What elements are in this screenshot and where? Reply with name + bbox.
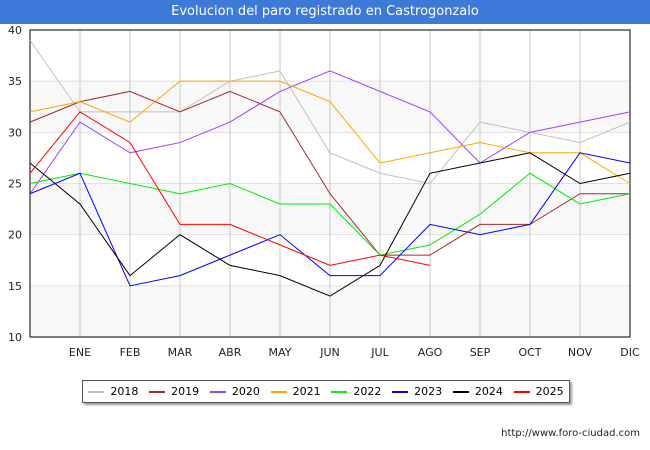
x-tick-label: ABR [219,346,242,359]
x-tick-label: NOV [568,346,593,359]
x-tick-label: AGO [418,346,443,359]
x-tick-label: ENE [69,346,91,359]
legend-swatch [270,390,287,393]
legend: 2018 2019 2020 2021 2022 2023 2024 2025 [82,380,570,403]
legend-label: 2023 [414,385,443,398]
source-url: http://www.foro-ciudad.com [501,428,640,439]
x-tick-label: JUN [319,346,340,359]
legend-item-2024: 2024 [452,385,503,398]
legend-item-2019: 2019 [149,385,199,398]
legend-item-2021: 2021 [270,385,321,398]
x-tick-label: MAR [168,346,193,359]
x-tick-label: DIC [620,346,640,359]
y-tick-label: 25 [8,178,22,191]
legend-swatch [452,390,469,393]
x-tick-label: SEP [470,346,491,359]
legend-label: 2025 [535,385,564,398]
series-line-2022 [29,172,631,256]
legend-item-2022: 2022 [331,385,381,398]
legend-label: 2024 [474,385,503,398]
legend-item-2020: 2020 [209,385,260,398]
series-line-2023 [29,152,631,287]
legend-item-2018: 2018 [88,385,138,398]
legend-label: 2022 [353,385,382,398]
x-tick-label: FEB [120,346,141,359]
chart-title: Evolucion del paro registrado en Castrog… [0,0,650,24]
legend-label: 2020 [231,385,260,398]
legend-swatch [392,390,409,393]
legend-swatch [149,390,166,393]
y-tick-label: 30 [8,126,22,139]
series-line-2020 [29,70,631,195]
legend-label: 2018 [110,385,139,398]
y-tick-label: 10 [8,331,22,344]
x-tick-label: OCT [518,346,541,359]
series-line-2024 [29,152,631,297]
series-line-2025 [29,111,431,266]
legend-swatch [331,390,348,393]
legend-swatch [88,390,105,393]
legend-item-2023: 2023 [392,385,442,398]
legend-swatch [513,390,530,393]
y-tick-label: 35 [8,75,22,88]
y-tick-label: 15 [8,280,22,293]
y-tick-label: 40 [8,24,22,37]
x-tick-label: MAY [269,346,292,359]
y-tick-label: 20 [8,229,22,242]
legend-item-2025: 2025 [513,385,564,398]
legend-label: 2021 [292,385,321,398]
legend-label: 2019 [171,385,200,398]
x-tick-label: JUL [370,346,389,359]
legend-swatch [209,390,226,393]
